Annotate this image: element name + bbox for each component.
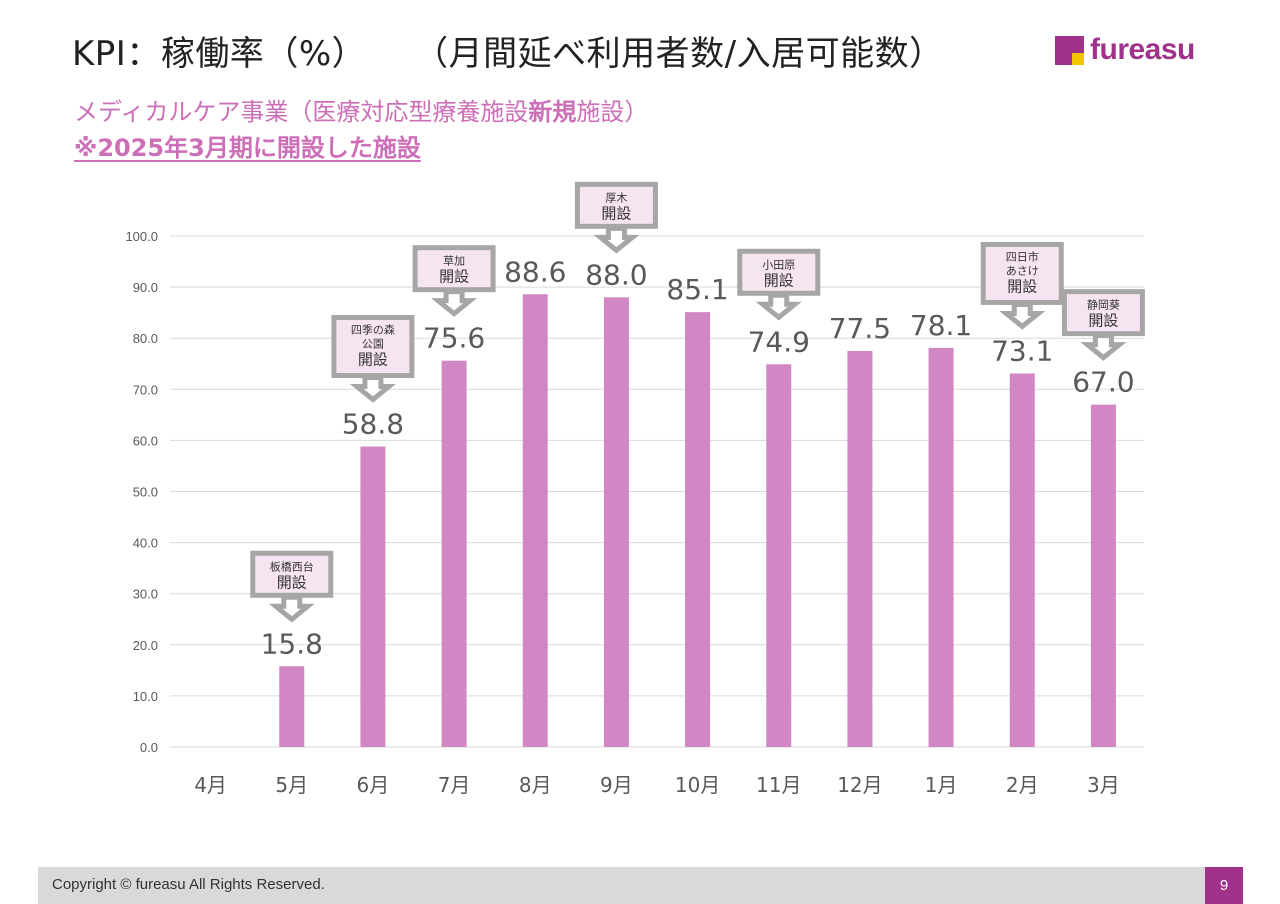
x-tick-label: 8月 [519, 773, 552, 797]
data-label: 67.0 [1072, 366, 1134, 399]
callout-arrow-icon [349, 375, 396, 403]
data-label: 15.8 [261, 627, 323, 660]
callout-text: 開設 [1088, 312, 1118, 330]
y-tick-label: 60.0 [133, 433, 158, 448]
y-tick-label: 100.0 [125, 229, 158, 244]
callout-text: 四日市 [1006, 249, 1039, 263]
page-title: KPI：稼働率（%） （月間延べ利用者数/入居可能数） [72, 26, 944, 75]
subtitle-prefix: メディカルケア事業（医療対応型療養施設 [74, 98, 529, 126]
callout-text: 板橋西台 [270, 559, 314, 573]
data-label: 88.6 [504, 255, 566, 288]
x-tick-label: 11月 [756, 773, 801, 797]
callout-box [980, 241, 1064, 305]
callout-text: 開設 [601, 204, 631, 222]
data-label: 74.9 [748, 325, 810, 358]
y-tick-label: 80.0 [133, 331, 158, 346]
title-formula: （月間延べ利用者数/入居可能数） [414, 34, 944, 74]
x-tick-label: 12月 [837, 773, 882, 797]
callout-text: あさけ [1006, 264, 1039, 277]
bar [441, 360, 467, 747]
callout-arrow-icon [268, 594, 315, 623]
callout-text: 開設 [277, 573, 307, 591]
callout-text: 開設 [358, 351, 388, 369]
callout-arrow-icon [431, 289, 478, 317]
logo-text: fureasu [1090, 33, 1195, 66]
callout-text: 開設 [1007, 277, 1037, 295]
bar [603, 297, 629, 747]
x-tick-label: 2月 [1006, 773, 1039, 797]
y-tick-label: 90.0 [133, 280, 158, 295]
subtitle-note: ※2025年3月期に開設した施設 [74, 134, 421, 162]
title-main: KPI：稼働率（%） [72, 34, 367, 74]
x-tick-label: 10月 [675, 773, 720, 797]
x-tick-label: 1月 [925, 773, 958, 797]
data-label: 75.6 [423, 322, 485, 355]
x-tick-label: 3月 [1087, 773, 1120, 797]
data-label: 73.1 [991, 334, 1053, 367]
bar [928, 347, 954, 747]
bar [522, 294, 548, 747]
logo-mark-icon [1055, 35, 1084, 65]
callout-text: 四季の森 [351, 323, 395, 337]
subtitle-bold: 新規 [528, 98, 577, 126]
y-tick-label: 0.0 [140, 740, 158, 755]
bar [766, 364, 792, 747]
data-label: 88.0 [585, 258, 647, 291]
callout-text: 公園 [362, 338, 384, 351]
fureasu-logo: fureasu [1055, 33, 1195, 67]
callout-text: 厚木 [605, 191, 627, 204]
callout-text: 静岡葵 [1087, 298, 1120, 312]
x-tick-label: 4月 [194, 773, 227, 797]
page-number: 9 [1205, 867, 1243, 904]
bar [685, 312, 711, 747]
y-tick-label: 20.0 [133, 638, 158, 653]
bar [1090, 404, 1116, 747]
data-label: 78.1 [910, 309, 972, 342]
bar [1009, 373, 1035, 747]
y-tick-label: 40.0 [133, 536, 158, 551]
x-tick-label: 7月 [438, 773, 471, 797]
callout-arrow-icon [999, 301, 1046, 330]
footer-bar [38, 867, 1243, 904]
copyright-text: Copyright © fureasu All Rights Reserved. [52, 876, 325, 893]
data-label: 58.8 [342, 408, 404, 441]
callout-text: 小田原 [762, 258, 795, 271]
subtitle-suffix: 施設） [576, 98, 649, 126]
callout-arrow-icon [1080, 333, 1127, 361]
y-tick-label: 70.0 [133, 382, 158, 397]
bar [847, 350, 873, 747]
y-tick-label: 10.0 [133, 689, 158, 704]
callout-arrow-icon [755, 292, 802, 321]
callout-text: 開設 [764, 271, 794, 289]
data-label: 85.1 [666, 273, 728, 306]
callout-text: 草加 [443, 255, 465, 268]
x-tick-label: 6月 [357, 773, 390, 797]
data-label: 77.5 [829, 312, 891, 345]
x-tick-label: 5月 [275, 773, 308, 797]
subtitle: メディカルケア事業（医療対応型療養施設新規施設） [74, 92, 648, 127]
bar-chart: 0.0 10.0 20.0 30.0 40.0 50.0 60.0 70.0 80.0 90.0 1… [125, 181, 1145, 797]
y-tick-label: 50.0 [133, 485, 158, 500]
callout-box [1061, 289, 1145, 337]
bar [360, 446, 386, 747]
callout-arrow-icon [593, 225, 640, 254]
callout-text: 開設 [439, 268, 469, 286]
bar [279, 666, 305, 747]
x-tick-label: 9月 [600, 773, 633, 797]
y-tick-label: 30.0 [133, 587, 158, 602]
